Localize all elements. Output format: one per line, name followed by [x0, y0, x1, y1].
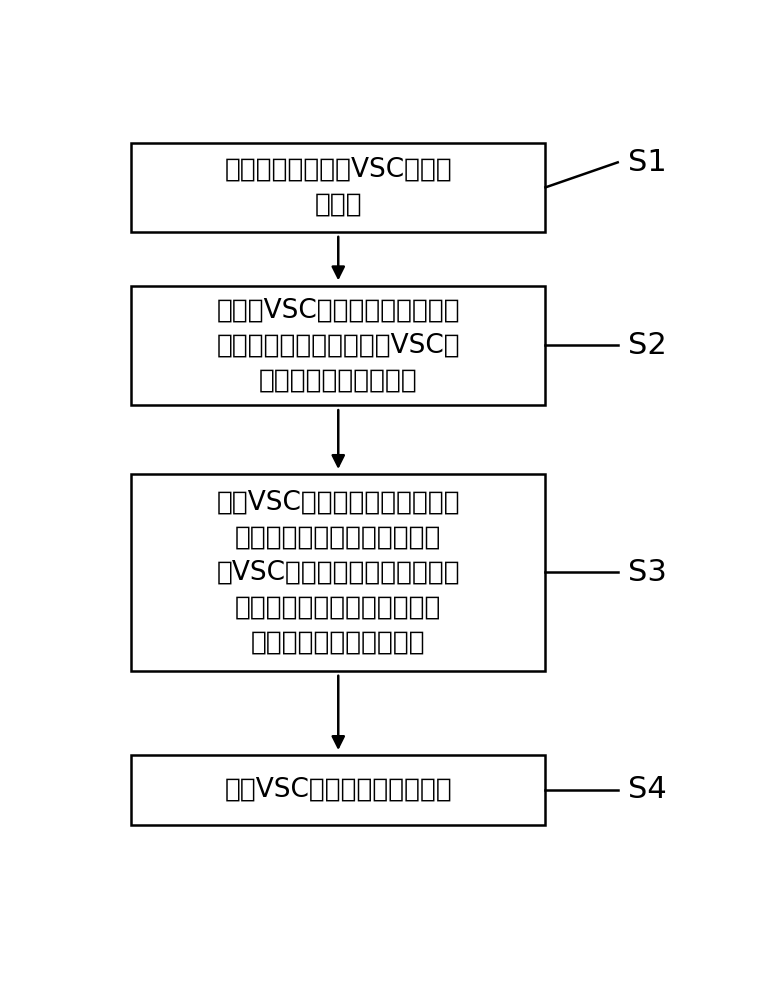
Text: S2: S2 [628, 331, 667, 360]
Bar [131, 143, 545, 232]
Text: 对所述VSC电流数学模型中的电
流进行标准化处理，得到VSC内
环电流不确定动态模型: 对所述VSC电流数学模型中的电 流进行标准化处理，得到VSC内 环电流不确定动态… [216, 297, 460, 393]
Bar [131, 474, 545, 671]
Bar [131, 755, 545, 825]
Text: 构建直流配电网的VSC电流数
学模型: 构建直流配电网的VSC电流数 学模型 [225, 157, 452, 218]
Bar [131, 286, 545, 405]
Text: S1: S1 [628, 148, 667, 177]
Text: 基于VSC内环电流不确定动态模
型，得到基于不确定干扰估计
的VSC内环电流参考模型、基于
不确定干扰估计的误差方程以
及不确定性与扰动估计值: 基于VSC内环电流不确定动态模 型，得到基于不确定干扰估计 的VSC内环电流参考… [216, 489, 460, 655]
Text: S3: S3 [628, 558, 667, 587]
Text: 计算VSC内环电流的控制规律: 计算VSC内环电流的控制规律 [225, 777, 452, 803]
Text: S4: S4 [628, 775, 667, 804]
